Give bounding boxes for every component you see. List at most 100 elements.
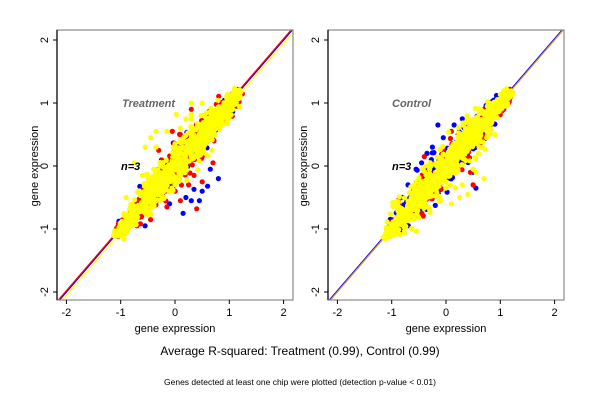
outlier-point (148, 217, 154, 223)
data-point (216, 93, 222, 99)
data-point (185, 147, 191, 153)
outlier-point (194, 206, 200, 212)
data-point (403, 210, 409, 216)
data-point (178, 156, 184, 162)
y-tick-label: -1 (39, 224, 51, 234)
y-tick-label: -1 (310, 224, 322, 234)
data-point (414, 188, 421, 194)
x-tick-label: -2 (333, 307, 343, 319)
data-point (395, 215, 401, 221)
data-point (453, 170, 459, 176)
data-point (401, 217, 408, 223)
data-point (211, 115, 217, 121)
data-point (201, 128, 207, 134)
data-point (430, 175, 436, 181)
y-tick-label: 2 (39, 37, 51, 43)
data-point (190, 139, 196, 145)
data-point (389, 229, 395, 235)
data-point (485, 122, 491, 128)
data-point (494, 100, 500, 106)
data-point (386, 233, 392, 240)
data-point (401, 195, 407, 201)
data-point (449, 169, 455, 175)
data-point (150, 190, 156, 196)
data-point (216, 105, 222, 111)
data-point (213, 120, 219, 126)
outlier-point (139, 172, 145, 178)
figure-title: Average R-squared: Treatment (0.99), Con… (160, 344, 439, 358)
data-point (432, 202, 438, 208)
outlier-point (419, 160, 425, 166)
data-point (421, 187, 428, 193)
outlier-point (153, 128, 159, 134)
data-point (440, 144, 446, 150)
data-point (485, 113, 491, 119)
data-point (195, 167, 201, 173)
data-point (475, 121, 481, 127)
data-point (155, 167, 161, 173)
data-point (120, 228, 126, 234)
data-point (444, 189, 450, 195)
data-point (418, 201, 424, 207)
data-point (423, 163, 429, 169)
data-point (144, 171, 150, 177)
data-point (170, 187, 176, 194)
data-point (455, 124, 461, 131)
x-tick-label: 2 (552, 307, 558, 319)
data-point (413, 228, 419, 234)
data-point (224, 121, 230, 127)
data-point (501, 96, 507, 102)
data-point (232, 85, 238, 91)
data-point (482, 109, 488, 115)
y-tick-label: 2 (310, 37, 322, 43)
data-point (161, 164, 167, 170)
data-point (384, 219, 390, 225)
outlier-point (191, 172, 197, 178)
data-point (182, 153, 188, 160)
outlier-point (440, 135, 446, 141)
outlier-point (199, 188, 205, 194)
data-point (498, 105, 504, 111)
outlier-point (476, 150, 482, 156)
data-point (237, 104, 243, 110)
data-point (210, 109, 216, 115)
data-point (153, 185, 159, 191)
data-point (464, 113, 470, 119)
panel-treatment: -2 -2 -1 -1 0 0 1 1 2 2 Treatment n=3 gene expres… (29, 29, 294, 335)
plot-area-treatment: -2 -2 -1 -1 0 0 1 1 2 2 (39, 29, 294, 319)
y-tick-label: -2 (310, 287, 322, 297)
data-point (200, 112, 206, 119)
outlier-point (421, 154, 427, 160)
data-point (463, 157, 469, 164)
data-point (451, 141, 457, 147)
data-point (405, 205, 411, 211)
data-point (438, 175, 444, 181)
outlier-point (191, 186, 197, 192)
data-point (196, 141, 202, 147)
data-point (493, 92, 500, 99)
outlier-point (153, 144, 159, 150)
outlier-point (177, 125, 183, 131)
data-point (447, 146, 453, 152)
outlier-point (199, 100, 205, 106)
data-point (188, 112, 194, 118)
data-point (427, 166, 433, 172)
outlier-point (148, 135, 154, 141)
data-point (226, 99, 232, 105)
data-point (393, 219, 399, 226)
outlier-point (484, 135, 490, 141)
data-point (470, 128, 476, 134)
data-point (472, 105, 478, 111)
data-point (447, 182, 454, 188)
y-tick-label: 0 (39, 163, 51, 169)
data-point (486, 102, 492, 108)
data-point (135, 189, 141, 195)
data-point (413, 179, 419, 185)
x-tick-label: 0 (443, 307, 449, 319)
data-point (173, 111, 179, 117)
data-point (467, 158, 473, 164)
data-point (178, 182, 184, 188)
outlier-point (142, 223, 148, 229)
plot-area-control: -2 -2 -1 -1 0 0 1 1 2 2 (310, 29, 565, 319)
data-point (419, 193, 425, 199)
